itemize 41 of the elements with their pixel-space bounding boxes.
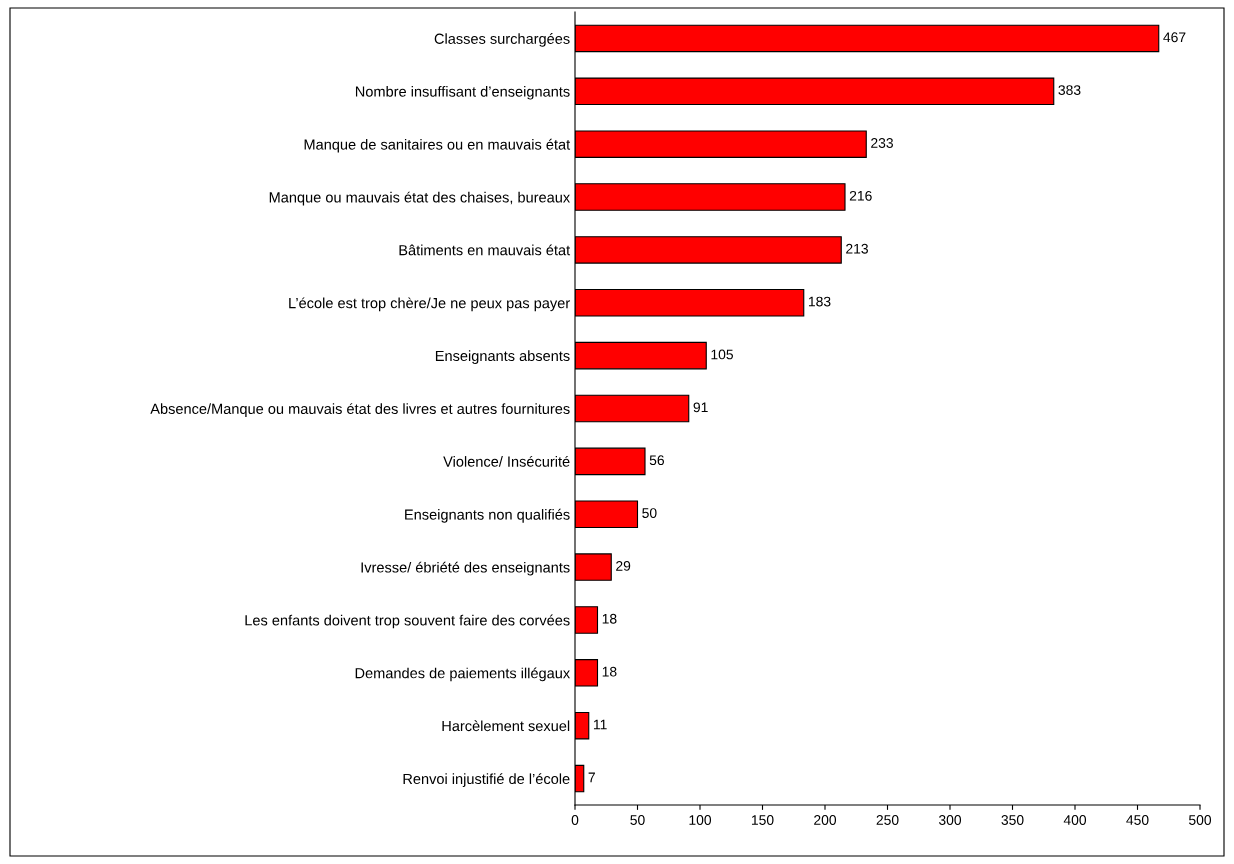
data-label: 183 (808, 296, 831, 307)
x-tick-label: 500 (1188, 815, 1212, 825)
x-tick-label: 0 (571, 815, 579, 825)
y-tick-label: Les enfants doivent trop souvent faire des corvées (245, 614, 570, 629)
x-tick-label: 200 (814, 815, 837, 825)
data-label: 213 (846, 243, 868, 254)
y-tick-label: Ivresse/ ébriété des enseignants (361, 561, 570, 576)
y-tick-label: Demandes de paiements illégaux (355, 667, 570, 682)
data-label: 50 (642, 508, 657, 518)
x-tick-label: 50 (630, 815, 645, 825)
data-label: 29 (616, 560, 631, 571)
data-label: 7 (588, 772, 595, 783)
y-tick-label: Classes surchargées (434, 33, 570, 47)
y-tick-label: Bâtiments en mauvais état (399, 244, 571, 256)
y-tick-label: Manque de sanitaires ou en mauvais état (304, 138, 571, 153)
data-label: 233 (871, 138, 893, 148)
y-tick-label: Enseignants absents (435, 350, 570, 364)
y-tick-label: Enseignants non qualifiés (405, 508, 570, 523)
y-tick-label: Manque ou mauvais état des chaises, bureaux (269, 191, 570, 206)
y-tick-label: Nombre insuffisant d’enseignants (355, 86, 570, 100)
y-tick-label: Harcèlement sexuel (442, 720, 570, 732)
y-tick-label: Renvoi injustifié de l’école (403, 773, 570, 787)
data-label: 91 (693, 402, 708, 413)
data-label: 105 (711, 349, 734, 360)
x-tick-label: 450 (1126, 815, 1149, 825)
data-label: 11 (593, 719, 607, 730)
data-label: 216 (849, 190, 872, 201)
x-tick-label: 350 (1001, 815, 1024, 825)
y-tick-label: Absence/Manque ou mauvais état des livres et autres fournitures (150, 403, 570, 417)
data-label: 18 (602, 613, 617, 624)
data-label: 18 (602, 666, 617, 677)
x-tick-label: 300 (938, 815, 962, 825)
data-label: 56 (649, 455, 664, 466)
y-tick-label: L’école est trop chère/Je ne peux pas payer (289, 297, 570, 312)
x-tick-label: 250 (876, 815, 899, 825)
x-tick-label: 150 (751, 815, 774, 825)
data-label: 383 (1058, 85, 1081, 96)
x-tick-label: 400 (1063, 815, 1087, 825)
data-label: 467 (1163, 32, 1186, 43)
y-tick-label: Violence/ Insécurité (443, 455, 570, 467)
x-tick-label: 100 (689, 815, 712, 825)
